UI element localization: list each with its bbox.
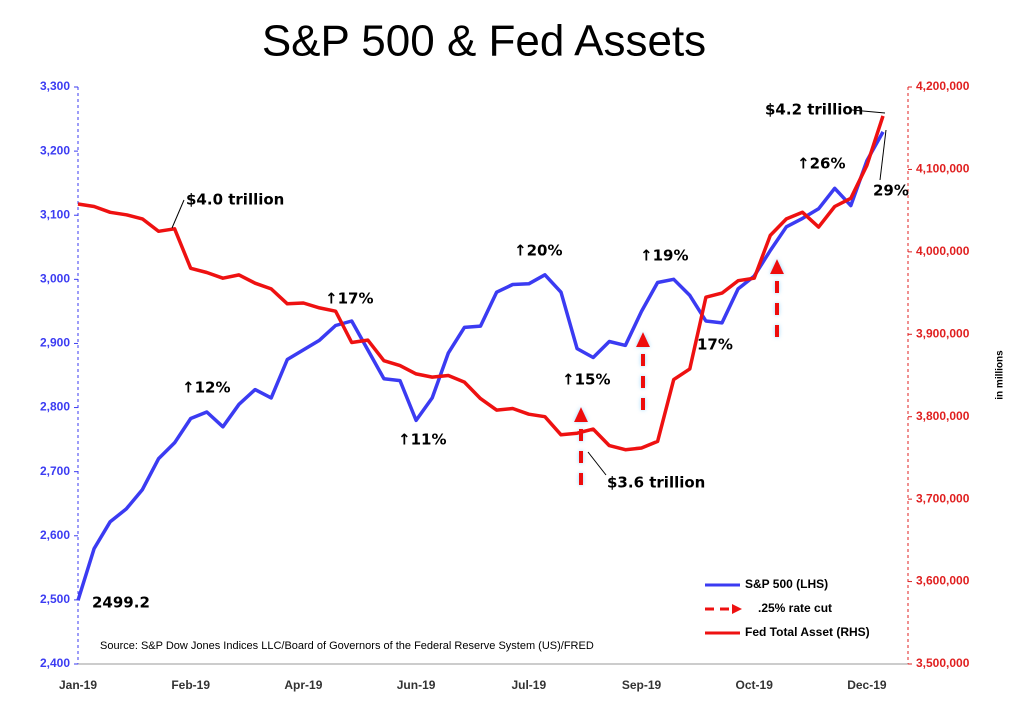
y2-tick-label: 4,200,000 [916,79,970,93]
series-line [77,115,885,452]
annotation: ↑26% [797,155,845,173]
x-tick-label: Apr-19 [284,678,322,692]
annotation: $3.6 trillion [607,474,705,492]
source: Source: S&P Dow Jones Indices LLC/Board … [100,640,594,652]
legend-label: .25% rate cut [758,601,832,615]
annotation: 29% [873,182,909,200]
annotation-leader [879,129,887,181]
x-tick-label: Feb-19 [171,678,210,692]
annotation: 17% [697,336,733,354]
legend-label: Fed Total Asset (RHS) [745,625,870,639]
y2-tick-label: 3,900,000 [916,326,970,340]
x-tick-label: Dec-19 [847,678,887,692]
annotation-leader [587,451,607,476]
annotation: ↑20% [514,242,562,260]
y2-tick-label: 3,500,000 [916,656,970,670]
y-tick-label: 2,800 [40,400,70,414]
annotation: 2499.2 [92,594,150,612]
y-tick-label: 2,400 [40,656,70,670]
annotation: $4.0 trillion [186,191,284,209]
annotation: ↑19% [640,247,688,265]
x-tick-label: Jan-19 [59,678,97,692]
legend-label: S&P 500 (LHS) [745,577,828,591]
y2-tick-label: 3,700,000 [916,491,970,505]
y-tick-label: 3,000 [40,272,70,286]
y-tick-label: 2,600 [40,528,70,542]
annotation: ↑11% [398,431,446,449]
annotation-leader [171,199,185,229]
x-tick-label: Sep-19 [622,678,662,692]
y-tick-label: 2,500 [40,592,70,606]
y-tick-label: 3,200 [40,143,70,157]
annotation: ↑15% [562,371,610,389]
y2-tick-label: 4,000,000 [916,244,970,258]
y2-tick-label: 3,600,000 [916,574,970,588]
chart-title: S&P 500 & Fed Assets [262,17,706,66]
x-tick-label: Jun-19 [397,678,436,692]
y-tick-label: 3,300 [40,79,70,93]
x-tick-label: Jul-19 [511,678,546,692]
y-tick-label: 2,700 [40,464,70,478]
legend: S&P 500 (LHS) .25% rate cut Fed Total As… [705,577,870,639]
y-tick-label: 3,100 [40,207,70,221]
annotation: ↑12% [182,379,230,397]
y2-axis-label: in millions [995,350,1006,400]
y2-tick-label: 3,800,000 [916,409,970,423]
annotation-leader [851,109,886,114]
x-tick-label: Oct-19 [736,678,774,692]
y-tick-label: 2,900 [40,336,70,350]
annotation: $4.2 trillion [765,101,863,119]
y2-tick-label: 4,100,000 [916,162,970,176]
annotation: ↑17% [325,290,373,308]
